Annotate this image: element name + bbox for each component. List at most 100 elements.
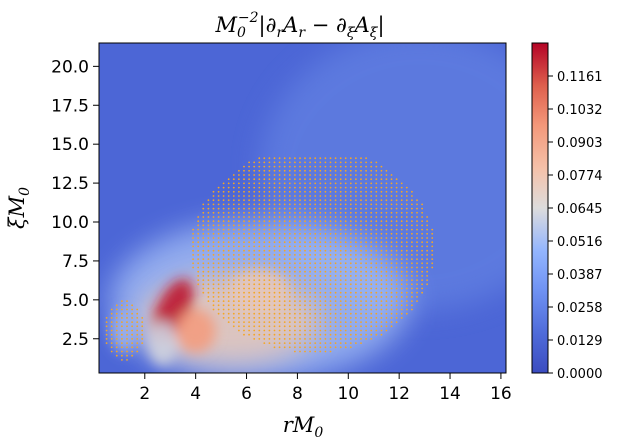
overlay-point — [227, 308, 230, 311]
overlay-point — [319, 321, 322, 323]
overlay-point — [339, 199, 342, 202]
overlay-point — [319, 186, 322, 189]
overlay-point — [304, 312, 306, 315]
overlay-point — [319, 258, 322, 260]
overlay-point — [365, 304, 367, 307]
overlay-point — [370, 329, 373, 332]
overlay-point — [339, 300, 342, 302]
overlay-point — [212, 245, 215, 248]
overlay-point — [232, 174, 235, 176]
overlay-point — [370, 296, 373, 298]
overlay-point — [243, 220, 245, 223]
overlay-point — [294, 317, 296, 319]
overlay-point — [273, 157, 276, 160]
overlay-point — [339, 258, 342, 260]
overlay-point — [202, 220, 205, 223]
overlay-point — [355, 245, 357, 248]
overlay-point — [339, 287, 342, 290]
overlay-point — [248, 254, 251, 256]
overlay-point — [339, 304, 342, 307]
overlay-point — [288, 338, 291, 340]
overlay-point — [232, 287, 235, 290]
overlay-point — [227, 300, 230, 302]
overlay-point — [283, 325, 286, 328]
overlay-point — [329, 346, 332, 349]
overlay-point — [426, 275, 428, 277]
overlay-point — [243, 203, 245, 206]
overlay-point — [355, 195, 357, 197]
overlay-point — [232, 270, 235, 273]
overlay-point — [365, 228, 367, 231]
overlay-point — [299, 245, 301, 248]
overlay-point — [380, 329, 383, 332]
overlay-point — [349, 224, 352, 227]
overlay-point — [278, 207, 281, 210]
overlay-point — [212, 237, 215, 239]
overlay-point — [299, 312, 301, 315]
overlay-point — [400, 270, 403, 273]
overlay-point — [238, 174, 240, 176]
overlay-point — [263, 165, 266, 168]
overlay-point — [227, 182, 230, 185]
overlay-point — [319, 224, 322, 227]
overlay-point — [309, 283, 311, 286]
overlay-point — [380, 203, 383, 206]
overlay-point — [273, 308, 276, 311]
overlay-point — [238, 296, 240, 298]
overlay-point — [126, 346, 128, 349]
overlay-point — [288, 342, 291, 344]
overlay-point — [212, 291, 215, 294]
overlay-point — [248, 165, 251, 168]
overlay-point — [202, 262, 205, 265]
overlay-point — [253, 241, 256, 244]
overlay-point — [329, 228, 332, 231]
overlay-point — [288, 195, 291, 197]
colorbar-tick-label: 0.0129 — [557, 334, 603, 349]
overlay-point — [299, 161, 301, 164]
overlay-point — [375, 300, 378, 302]
overlay-point — [294, 165, 296, 168]
overlay-point — [197, 254, 200, 256]
overlay-point — [121, 350, 123, 353]
overlay-point — [324, 317, 327, 319]
overlay-point — [334, 300, 337, 302]
overlay-point — [258, 224, 261, 227]
overlay-point — [278, 254, 281, 256]
overlay-point — [380, 241, 383, 244]
overlay-point — [400, 224, 403, 227]
overlay-point — [238, 232, 240, 235]
overlay-point — [299, 304, 301, 307]
overlay-point — [304, 266, 306, 269]
overlay-point — [141, 333, 144, 336]
overlay-point — [344, 157, 347, 160]
overlay-point — [395, 300, 398, 302]
overlay-point — [349, 174, 352, 176]
overlay-point — [227, 220, 230, 223]
overlay-point — [426, 232, 428, 235]
overlay-point — [243, 287, 245, 290]
overlay-point — [288, 178, 291, 181]
overlay-point — [126, 333, 128, 336]
overlay-point — [253, 232, 256, 235]
overlay-point — [283, 182, 286, 185]
overlay-point — [390, 317, 393, 319]
overlay-point — [400, 308, 403, 311]
overlay-point — [115, 350, 118, 353]
overlay-point — [349, 178, 352, 181]
overlay-point — [248, 186, 251, 189]
overlay-point — [243, 329, 245, 332]
overlay-point — [238, 321, 240, 323]
overlay-point — [232, 190, 235, 193]
overlay-point — [395, 211, 398, 214]
overlay-point — [339, 224, 342, 227]
y-tick-label: 2.5 — [62, 330, 89, 350]
overlay-point — [278, 317, 281, 319]
y-tick-label: 10.0 — [51, 213, 89, 233]
overlay-point — [299, 220, 301, 223]
overlay-point — [263, 300, 266, 302]
overlay-point — [212, 296, 215, 298]
overlay-point — [217, 228, 220, 231]
overlay-point — [207, 224, 210, 227]
overlay-point — [314, 249, 317, 252]
overlay-point — [227, 304, 230, 307]
